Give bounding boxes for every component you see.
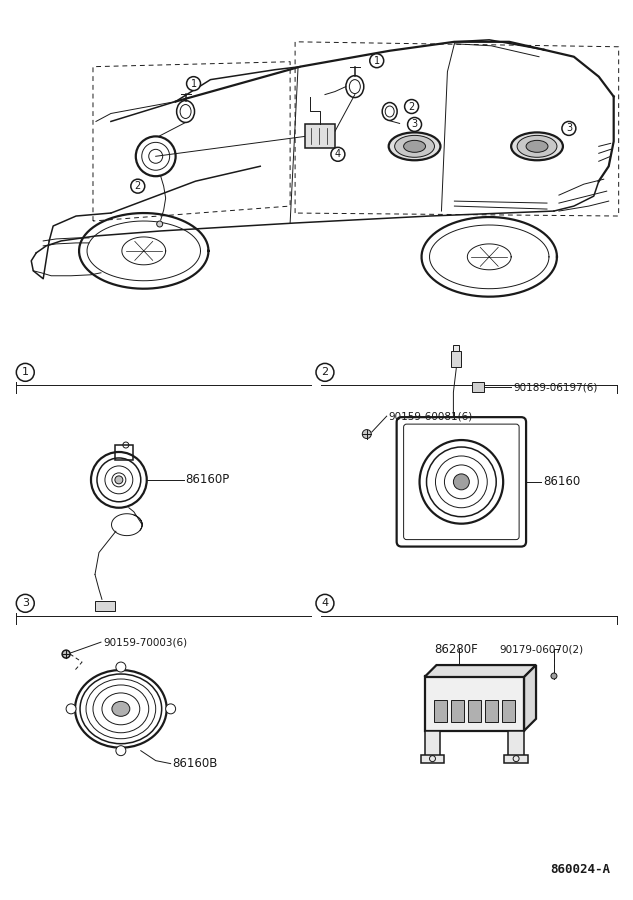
Bar [472,382,484,392]
Circle shape [16,594,34,612]
Text: 2: 2 [135,181,141,191]
Ellipse shape [526,140,548,152]
Text: 86160P: 86160P [185,473,230,486]
Ellipse shape [112,701,130,716]
Circle shape [562,122,576,135]
Text: 1: 1 [373,56,380,66]
Text: 86160B: 86160B [173,757,218,770]
Text: 860024-A: 860024-A [551,863,611,876]
Text: 86160: 86160 [543,475,580,489]
Ellipse shape [517,135,557,158]
Bar [468,700,481,722]
Text: 1: 1 [22,367,28,377]
Text: 3: 3 [411,120,418,130]
Circle shape [166,704,175,714]
Text: 90189-06197(6): 90189-06197(6) [513,382,598,392]
Ellipse shape [404,140,425,152]
Ellipse shape [511,132,563,160]
Circle shape [453,474,469,490]
Polygon shape [425,665,536,677]
Text: 90159-70003(6): 90159-70003(6) [103,637,187,647]
Text: 3: 3 [566,123,572,133]
Bar [115,445,133,460]
Text: 90159-60081(6): 90159-60081(6) [389,411,473,421]
Bar [451,351,461,367]
Bar [508,731,524,759]
Bar [502,700,515,722]
Ellipse shape [394,135,434,158]
Text: 4: 4 [322,598,329,608]
Circle shape [62,650,70,658]
Ellipse shape [389,132,441,160]
Circle shape [551,673,557,679]
Bar [486,700,498,722]
Text: 1: 1 [191,78,197,88]
Circle shape [316,594,334,612]
Ellipse shape [115,476,123,484]
Bar [425,676,524,731]
Text: 2: 2 [408,102,415,112]
Circle shape [187,76,201,91]
Circle shape [116,662,126,672]
Bar [453,346,460,351]
Circle shape [362,429,372,438]
Text: 90179-06070(2): 90179-06070(2) [499,644,584,654]
Text: 3: 3 [22,598,28,608]
Bar [425,731,441,759]
Polygon shape [524,665,536,731]
Text: 86280F: 86280F [434,643,478,655]
Circle shape [131,179,145,194]
Text: 4: 4 [335,149,341,159]
Circle shape [370,54,384,68]
Circle shape [16,364,34,382]
Circle shape [116,746,126,756]
Bar [434,700,448,722]
Circle shape [404,100,418,113]
Circle shape [66,704,76,714]
Circle shape [331,148,345,161]
Bar [95,601,115,611]
Bar [451,700,465,722]
Bar [420,755,444,762]
Bar [504,755,528,762]
Circle shape [316,364,334,382]
Circle shape [408,118,422,131]
Circle shape [157,221,163,227]
Bar [305,124,335,148]
Text: 2: 2 [322,367,329,377]
